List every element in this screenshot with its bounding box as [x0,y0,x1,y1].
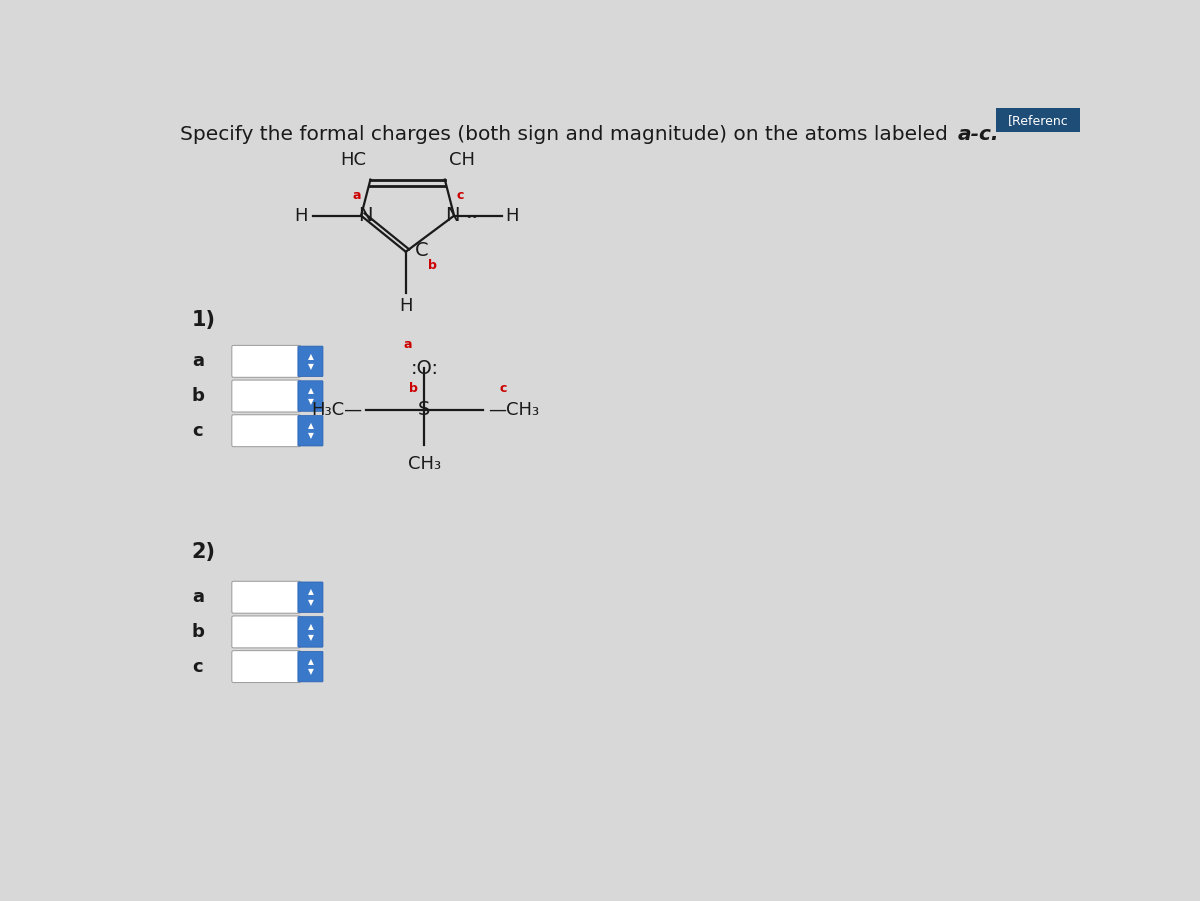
Text: ▼: ▼ [307,432,313,441]
Text: H: H [398,296,413,314]
Text: CH: CH [450,151,475,169]
FancyBboxPatch shape [298,415,323,446]
Text: S: S [418,400,431,419]
FancyBboxPatch shape [232,651,301,683]
Text: ▲: ▲ [307,587,313,596]
FancyBboxPatch shape [232,345,301,378]
Text: ▼: ▼ [307,668,313,677]
Text: CH₃: CH₃ [408,455,440,473]
Text: b: b [428,259,437,272]
Text: a-c.: a-c. [958,125,998,144]
Text: ▲: ▲ [307,623,313,632]
Text: ▲: ▲ [307,421,313,430]
FancyBboxPatch shape [298,381,323,411]
Text: H: H [505,206,518,224]
Text: ▲: ▲ [307,387,313,396]
Text: —CH₃: —CH₃ [488,401,540,419]
FancyBboxPatch shape [232,616,301,648]
FancyBboxPatch shape [232,581,301,614]
FancyBboxPatch shape [232,414,301,447]
Text: Specify the formal charges (both sign and magnitude) on the atoms labeled: Specify the formal charges (both sign an… [180,125,954,144]
Text: a: a [192,588,204,606]
FancyBboxPatch shape [298,651,323,682]
Text: c: c [192,658,203,676]
Text: ▲: ▲ [307,657,313,666]
Bar [996,108,1080,132]
Text: c: c [192,422,203,440]
Text: H₃C—: H₃C— [311,401,362,419]
Text: H: H [295,206,308,224]
FancyBboxPatch shape [298,582,323,613]
FancyBboxPatch shape [298,616,323,647]
Text: ▼: ▼ [307,362,313,371]
Text: b: b [192,387,205,405]
Text: N: N [359,206,373,225]
Text: b: b [409,382,418,395]
Text: :O:: :O: [410,359,438,378]
Text: 1): 1) [192,310,216,330]
Text: b: b [192,623,205,641]
Text: HC: HC [340,151,366,169]
FancyBboxPatch shape [298,346,323,377]
Text: a: a [192,352,204,370]
Text: a: a [403,338,412,351]
FancyBboxPatch shape [232,380,301,412]
Text: N: N [445,206,460,225]
Text: [Referenc: [Referenc [1008,114,1068,127]
Text: ▼: ▼ [307,598,313,607]
Text: C: C [415,241,428,259]
Text: c: c [456,189,463,202]
Text: ▲: ▲ [307,351,313,360]
Text: ▼: ▼ [307,633,313,642]
Text: c: c [499,382,508,395]
Text: a: a [353,189,361,202]
Text: ••: •• [466,212,479,222]
Text: 2): 2) [192,542,216,562]
Text: ▼: ▼ [307,396,313,405]
